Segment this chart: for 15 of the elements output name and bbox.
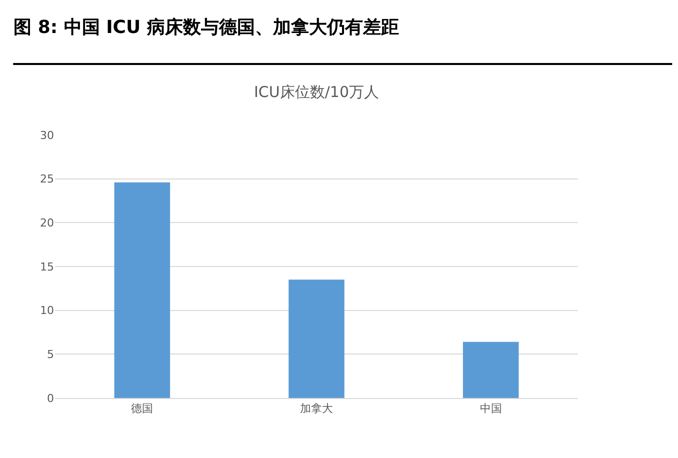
chart-subtitle: ICU床位数/10万人 xyxy=(254,83,380,101)
x-tick-label: 德国 xyxy=(131,402,154,416)
chart-title: 图 8: 中国 ICU 病床数与德国、加拿大仍有差距 xyxy=(14,17,399,38)
x-tick-label: 加拿大 xyxy=(300,402,333,416)
bar xyxy=(288,280,344,398)
y-tick-label: 0 xyxy=(47,392,54,405)
bar xyxy=(114,182,170,398)
y-tick-label: 25 xyxy=(40,172,54,186)
y-tick-label: 5 xyxy=(47,348,54,362)
y-tick-label: 30 xyxy=(40,128,54,142)
y-tick-label: 15 xyxy=(40,260,54,274)
y-tick-label: 10 xyxy=(40,304,54,318)
x-tick-label: 中国 xyxy=(480,402,502,416)
y-tick-label: 20 xyxy=(40,216,54,230)
bar xyxy=(462,342,519,398)
